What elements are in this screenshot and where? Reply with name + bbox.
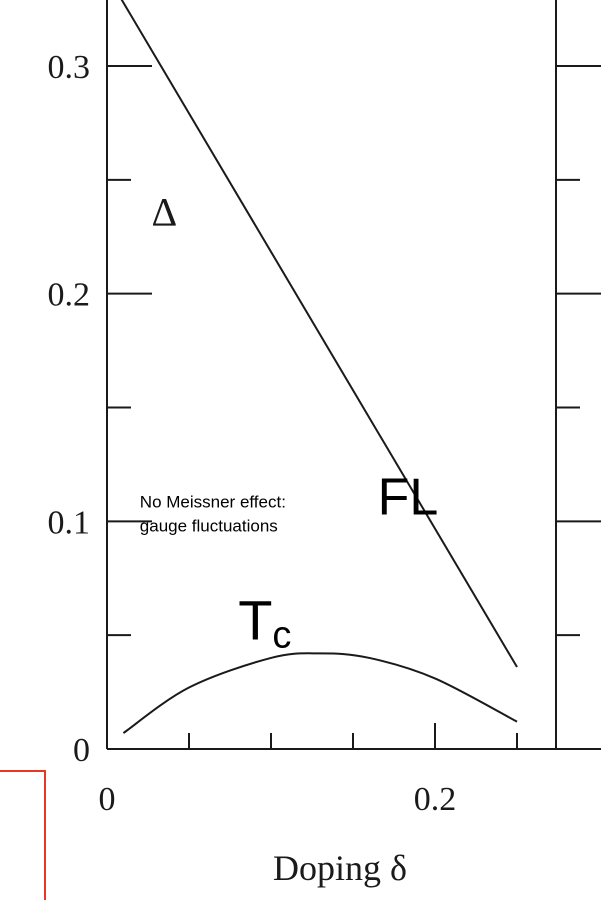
axis-ticks: 0 0.1 0.2 0.3 0 0.2 <box>48 49 601 818</box>
meissner-annotation-line-2: gauge fluctuations <box>140 517 278 536</box>
red-frame-edge <box>0 770 46 900</box>
y-tick-label: 0.2 <box>48 277 91 314</box>
fl-annotation: FL <box>378 469 439 527</box>
y-tick-label: 0 <box>73 732 90 769</box>
x-axis-title: Doping δ <box>273 848 407 888</box>
y-tick-label: 0.3 <box>48 49 91 86</box>
data-curves <box>120 0 518 734</box>
x-tick-label: 0 <box>99 781 116 818</box>
meissner-annotation: No Meissner effect: gauge fluctuations <box>140 493 291 536</box>
delta-annotation: Δ <box>152 189 178 234</box>
tc-annotation-subscript: c <box>272 615 291 657</box>
tc-curve <box>122 652 518 734</box>
x-tick-label: 0.2 <box>414 781 457 818</box>
meissner-annotation-line-1: No Meissner effect: <box>140 493 286 512</box>
tc-annotation-main: T <box>238 589 272 652</box>
tc-annotation: Tc <box>238 589 291 657</box>
delta-line <box>120 0 518 668</box>
y-tick-label: 0.1 <box>48 504 91 541</box>
